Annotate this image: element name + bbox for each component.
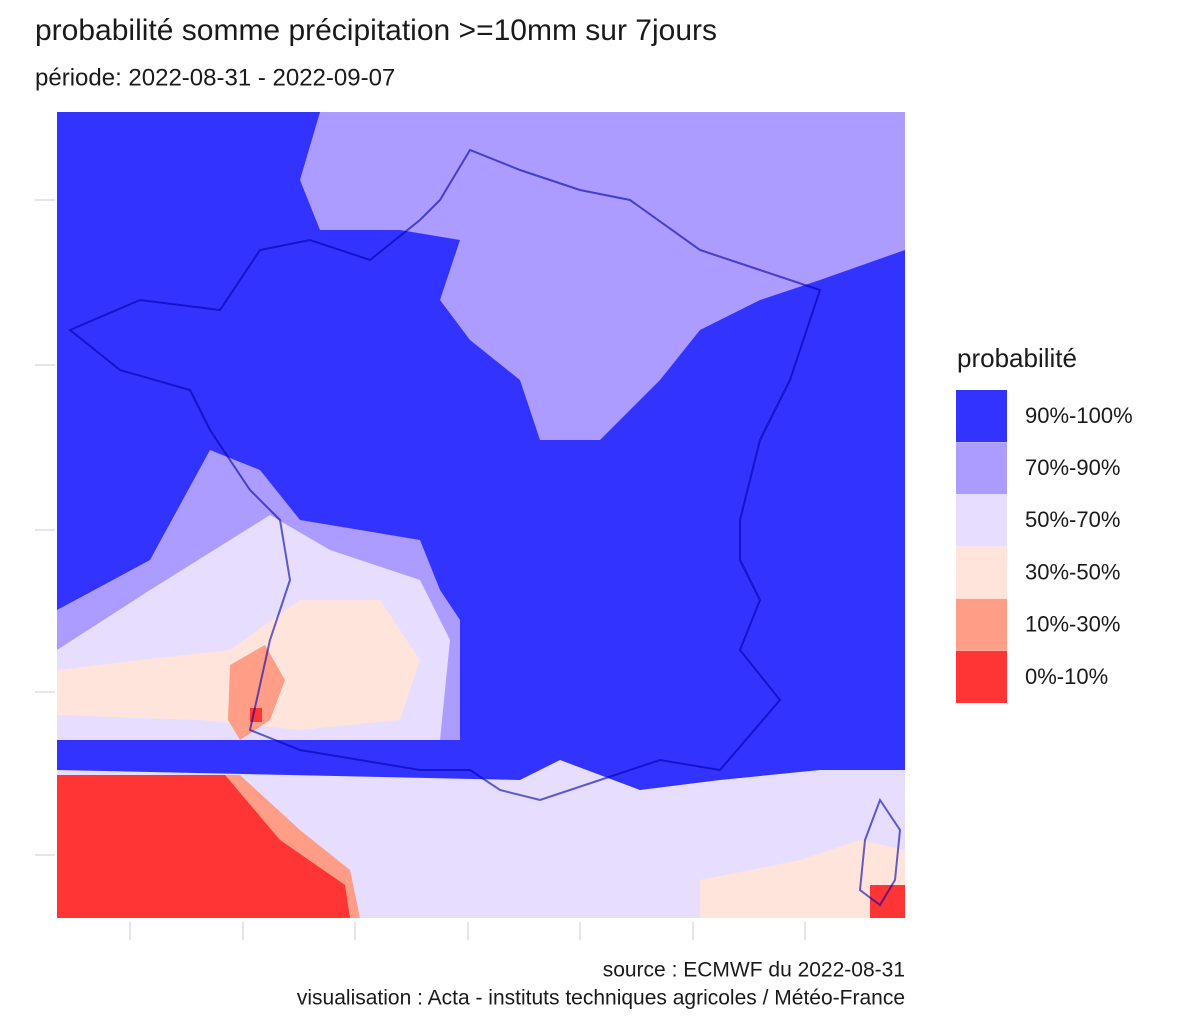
- legend-label: 30%-50%: [1025, 559, 1120, 584]
- legend-label: 10%-30%: [1025, 612, 1120, 637]
- legend-label: 70%-90%: [1025, 455, 1120, 480]
- corsica-outline: [858, 797, 902, 907]
- region-0-10: [57, 775, 350, 918]
- region-30-50: [700, 840, 905, 918]
- country-outline: [68, 148, 822, 802]
- caption-credit: visualisation : Acta - instituts techniq…: [297, 987, 905, 1010]
- subtitle: période: 2022-08-31 - 2022-09-07: [35, 64, 395, 91]
- legend-swatch: [956, 390, 1007, 442]
- legend-swatch: [956, 494, 1007, 547]
- legend-label: 0%-10%: [1025, 664, 1108, 689]
- legend-swatch: [956, 442, 1007, 495]
- region-10-30: [228, 645, 285, 740]
- legend-swatch: [956, 546, 1007, 599]
- caption-source: source : ECMWF du 2022-08-31: [603, 959, 905, 982]
- title: probabilité somme précipitation >=10mm s…: [35, 14, 717, 47]
- axis-ticks: [35, 199, 806, 940]
- region-70-90: [300, 112, 905, 440]
- legend: 90%-100% 70%-90% 50%-70% 30%-50% 10%-30% 0%-1…: [956, 390, 1133, 703]
- legend-title: probabilité: [957, 343, 1077, 373]
- legend-swatch: [956, 598, 1007, 651]
- legend-swatch: [956, 651, 1007, 703]
- legend-label: 50%-70%: [1025, 507, 1120, 532]
- map: [57, 112, 905, 918]
- legend-label: 90%-100%: [1025, 403, 1133, 428]
